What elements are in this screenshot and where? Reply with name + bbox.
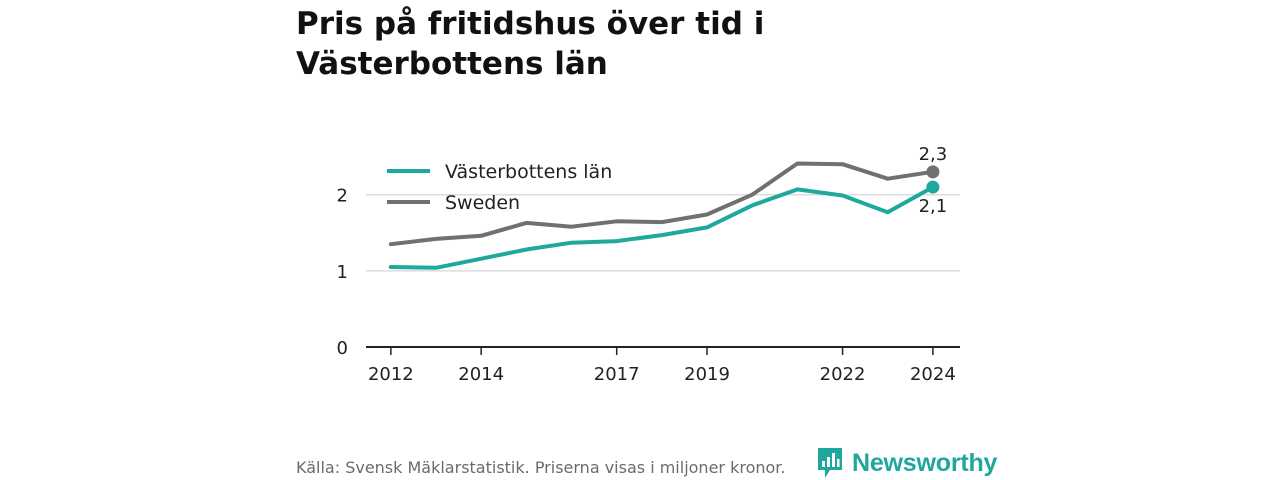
x-tick-label: 2017 bbox=[594, 364, 640, 385]
y-tick-label: 1 bbox=[337, 262, 348, 283]
x-tick-label: 2014 bbox=[458, 364, 504, 385]
x-tick-label: 2024 bbox=[910, 364, 956, 385]
legend-label: Västerbottens län bbox=[445, 161, 612, 183]
legend-label: Sweden bbox=[445, 192, 520, 214]
series-end-point-0 bbox=[926, 180, 940, 194]
y-tick-label: 2 bbox=[337, 186, 348, 207]
source-note: Källa: Svensk Mäklarstatistik. Priserna … bbox=[296, 458, 786, 477]
series-lines bbox=[388, 161, 940, 270]
newsworthy-logo-icon bbox=[818, 448, 842, 478]
series-line-1 bbox=[388, 161, 935, 247]
axes: 0 1 2 2012 2014 2017 2019 2022 2024 bbox=[337, 186, 960, 385]
legend: Västerbottens län Sweden bbox=[387, 161, 612, 214]
chart-title: Pris på fritidshus över tid i Västerbott… bbox=[296, 6, 765, 82]
brand-name: Newsworthy bbox=[852, 448, 998, 477]
gridlines bbox=[366, 193, 960, 272]
x-tick-label: 2019 bbox=[684, 364, 730, 385]
brand-logo[interactable]: Newsworthy bbox=[816, 446, 997, 480]
end-value-label: 2,3 bbox=[919, 144, 948, 165]
series-end-point-1 bbox=[926, 165, 940, 179]
end-labels: 2,1 2,3 bbox=[919, 144, 948, 217]
x-tick-label: 2022 bbox=[820, 364, 866, 385]
x-tick-label: 2012 bbox=[368, 364, 414, 385]
y-tick-label: 0 bbox=[337, 338, 348, 359]
series-line-0 bbox=[388, 185, 935, 270]
end-value-label: 2,1 bbox=[919, 196, 948, 217]
